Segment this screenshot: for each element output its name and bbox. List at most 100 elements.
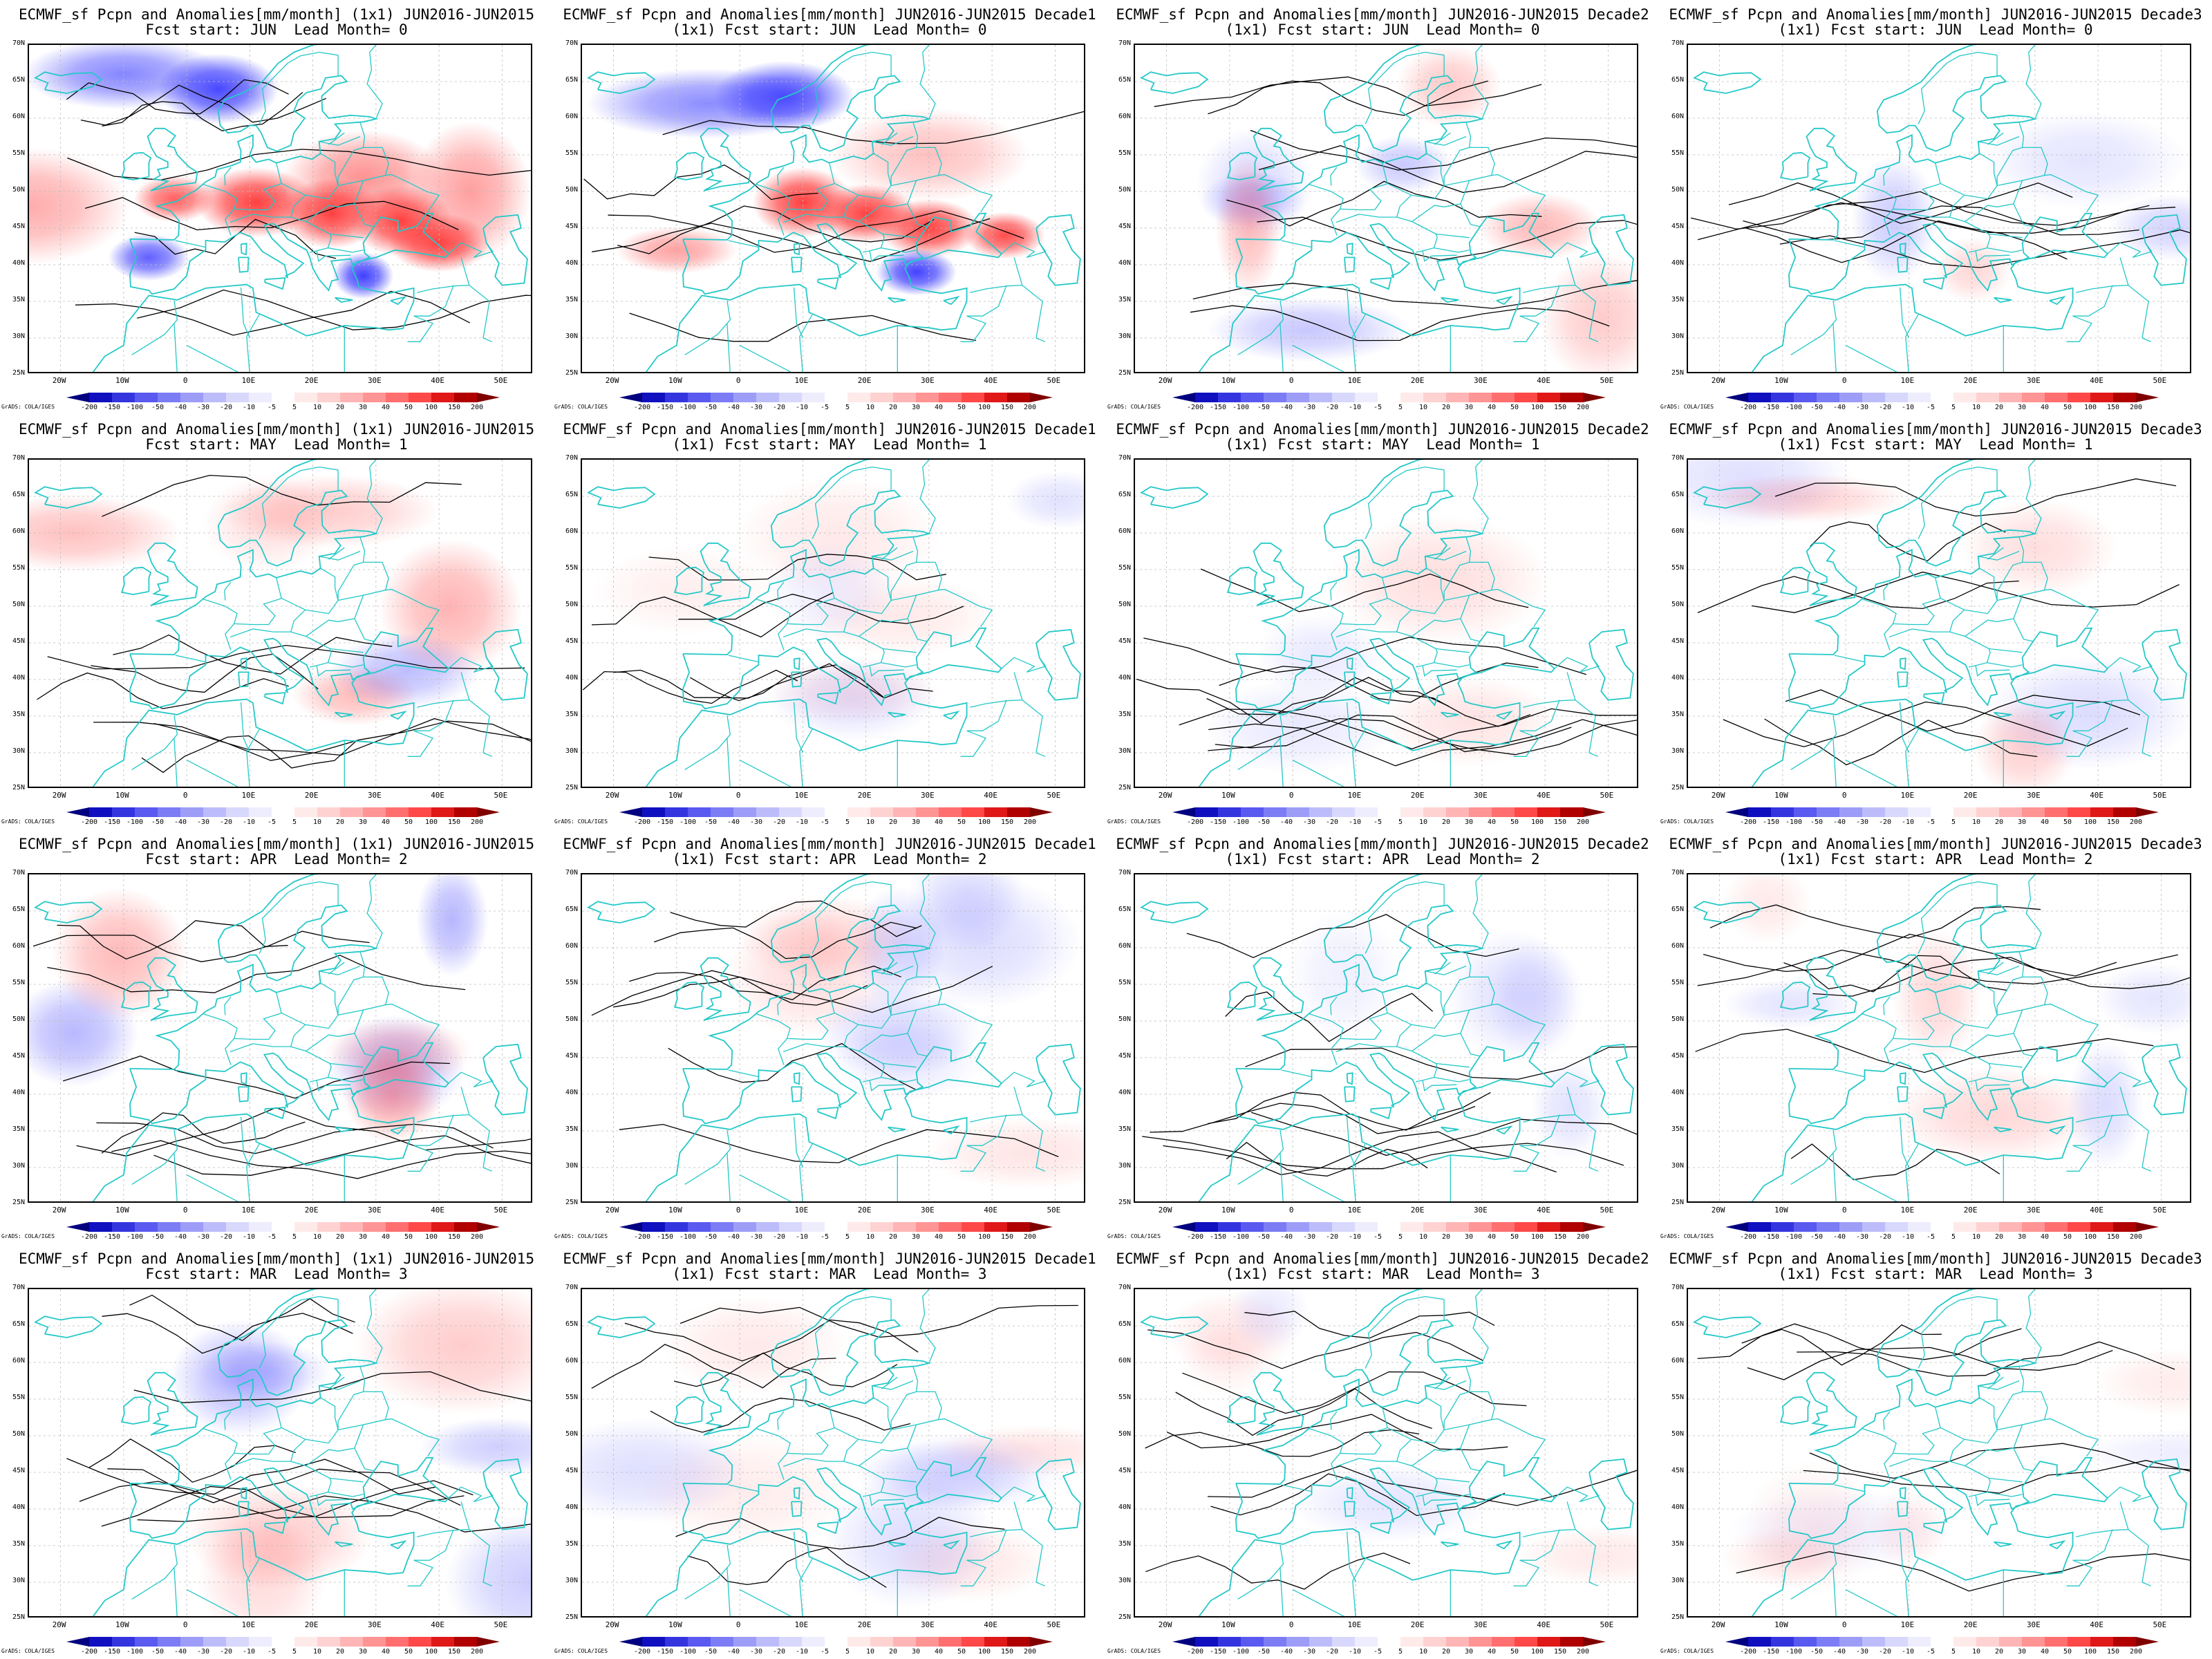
coastline	[264, 1107, 286, 1120]
country-border	[1888, 609, 1965, 638]
country-border	[907, 588, 993, 628]
colorbar-label: 30	[1464, 404, 1474, 411]
country-border	[890, 180, 917, 187]
precip-contour	[75, 290, 471, 336]
colorbar-label: 100	[977, 818, 991, 826]
coastline	[129, 460, 379, 655]
colorbar-swatch	[180, 807, 203, 817]
latitude-label: 30N	[12, 332, 25, 340]
country-border	[1975, 1494, 2010, 1506]
latitude-label: 60N	[1118, 942, 1131, 950]
colorbar-label: 10	[865, 404, 875, 411]
colorbar-swatch	[1241, 807, 1264, 817]
coastline	[791, 1086, 803, 1103]
colorbar-swatch	[1953, 1637, 1976, 1647]
country-border	[1575, 700, 1599, 757]
map-canvas	[1135, 460, 1637, 787]
country-border	[330, 1062, 364, 1068]
latitude-label: 65N	[12, 491, 25, 498]
country-border	[2128, 1529, 2152, 1586]
colorbar-swatch	[1794, 807, 1817, 817]
precip-contour	[32, 930, 370, 962]
coastline	[700, 542, 751, 606]
country-border	[916, 147, 942, 176]
longitude-label: 0	[1288, 376, 1294, 385]
coastline	[793, 657, 800, 671]
colorbar-label: 200	[1576, 404, 1590, 411]
country-border	[1861, 598, 1897, 650]
colorbar-swatch	[1355, 807, 1378, 817]
colorbar-label: 100	[1530, 1648, 1544, 1656]
colorbar-label: 10	[1418, 818, 1428, 826]
latitude-label: 70N	[565, 1284, 578, 1291]
country-border	[728, 1069, 759, 1078]
colorbar-label: -40	[727, 1648, 740, 1656]
positive-anomaly-area	[964, 212, 1045, 259]
country-border	[337, 122, 366, 186]
colorbar-label: -20	[1878, 1233, 1892, 1241]
latitude-label: 60N	[565, 942, 578, 950]
colorbar-label: -5	[820, 404, 830, 411]
map-canvas	[1135, 874, 1637, 1201]
latitude-label: 60N	[565, 527, 578, 535]
map-canvas	[582, 45, 1084, 372]
country-border	[1893, 992, 1941, 1040]
colorbar-label: 40	[2040, 404, 2050, 411]
country-border	[417, 257, 470, 293]
colorbar-swatch	[1748, 807, 1771, 817]
country-border	[1387, 1397, 1445, 1444]
coastline	[240, 243, 247, 256]
colorbar-swatch	[1423, 807, 1446, 817]
colorbar-swatch	[619, 1637, 642, 1647]
longitude-label: 30E	[367, 1620, 382, 1629]
colorbar-swatch	[825, 393, 847, 402]
country-border	[1434, 132, 1451, 145]
precip-contour	[629, 965, 901, 1001]
latitude-label: 55N	[1118, 1394, 1131, 1401]
coastline	[888, 1126, 906, 1133]
colorbar-swatch	[340, 807, 363, 817]
precip-contour	[1790, 1143, 2000, 1181]
coastline	[240, 1072, 247, 1085]
precip-contour	[629, 312, 977, 342]
colorbar-label: 100	[1530, 1233, 1544, 1241]
panel-subtitle: (1x1) Fcst start: JUN Lead Month= 0	[672, 21, 987, 38]
longitude-label: 20E	[304, 1620, 319, 1629]
colorbar-label: -30	[196, 404, 210, 411]
colorbar-swatch	[642, 1637, 665, 1647]
forecast-panel: ECMWF_sf Pcpn and Anomalies[mm/month] JU…	[553, 830, 1106, 1244]
country-border	[1330, 581, 1338, 601]
latitude-label: 50N	[1671, 1430, 1684, 1438]
positive-anomaly-area	[1960, 498, 2118, 597]
colorbar-label: 150	[1553, 1648, 1567, 1656]
coastline	[1035, 1043, 1081, 1116]
precip-contour	[1136, 677, 1449, 724]
longitude-label: 10W	[1774, 376, 1788, 385]
colorbar-label: -40	[1833, 1648, 1846, 1656]
country-border	[1519, 1114, 1560, 1146]
negative-anomaly-area	[2094, 963, 2190, 1035]
colorbar-swatch	[1492, 1222, 1515, 1232]
country-border	[787, 1407, 835, 1455]
country-border	[337, 1367, 366, 1430]
positive-anomaly-area	[724, 910, 893, 1038]
positive-anomaly-area	[1513, 1526, 1637, 1586]
precip-contour	[1257, 216, 1637, 261]
colorbar-swatch	[1560, 807, 1583, 817]
colorbar-label: 150	[447, 1233, 461, 1241]
country-border	[1237, 1130, 1284, 1185]
colorbar-label: -5	[267, 1233, 276, 1241]
country-border	[869, 665, 904, 677]
country-border	[1281, 1069, 1312, 1078]
colorbar-label: 100	[2083, 1233, 2097, 1241]
colorbar-label: -100	[1785, 818, 1803, 826]
positive-anomaly-area	[878, 198, 980, 258]
precip-contour	[654, 921, 917, 959]
latitude-label: 60N	[12, 1357, 25, 1365]
longitude-label: 10E	[1347, 1206, 1362, 1215]
country-border	[812, 51, 892, 124]
grads-credit: GrADS: COLA/IGES	[554, 1648, 608, 1654]
precip-contour	[1207, 1091, 1491, 1131]
precip-contour	[1810, 521, 2006, 562]
country-border	[2013, 588, 2099, 628]
